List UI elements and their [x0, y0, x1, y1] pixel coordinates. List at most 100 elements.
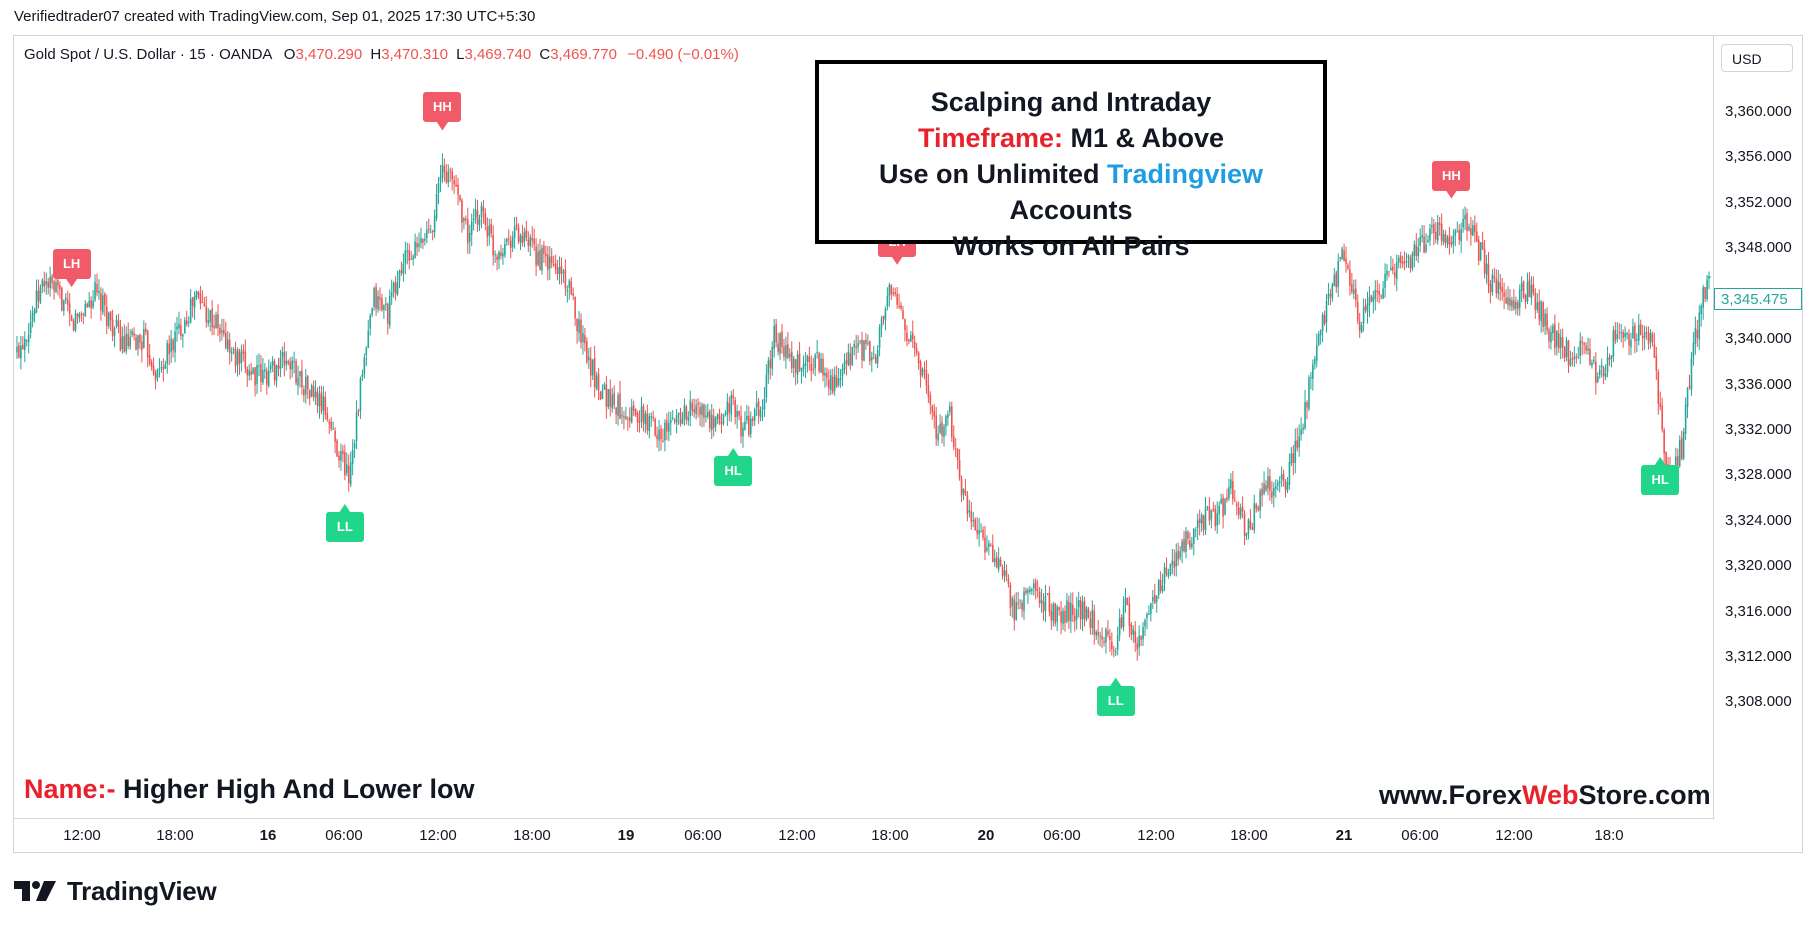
candle [1099, 631, 1101, 647]
candle [517, 223, 520, 245]
candle [27, 323, 30, 354]
candle [1497, 269, 1500, 300]
candle [1641, 324, 1644, 351]
candle [1161, 573, 1164, 594]
candle [414, 233, 416, 259]
candle [853, 340, 856, 356]
candle [1339, 256, 1341, 262]
candle [593, 345, 596, 398]
candle [23, 331, 26, 363]
candle [273, 358, 276, 386]
candle [1011, 596, 1014, 618]
candle [80, 311, 83, 322]
candle [187, 316, 190, 328]
time-tick-label: 18:00 [1230, 827, 1268, 844]
candle [1015, 592, 1018, 621]
time-tick-label: 12:00 [1495, 827, 1533, 844]
tradingview-logo[interactable]: TradingView [14, 874, 217, 908]
candle [1399, 251, 1402, 269]
candle [494, 250, 496, 264]
candle [1077, 591, 1080, 618]
time-tick-label: 12:00 [778, 827, 816, 844]
candle [578, 311, 580, 342]
pivot-marker-pointer [65, 278, 78, 288]
candle [564, 259, 567, 296]
time-tick-label: 18:00 [513, 827, 551, 844]
candle [1001, 564, 1004, 580]
candle [1546, 307, 1548, 335]
candle [466, 207, 469, 254]
candle [1390, 255, 1392, 271]
candle [1657, 369, 1660, 415]
candle [806, 354, 809, 373]
currency-button[interactable]: USD [1721, 44, 1793, 72]
candle [765, 364, 768, 403]
candle [884, 306, 887, 331]
candle [451, 167, 453, 191]
candle [1394, 263, 1396, 286]
candle [324, 391, 327, 420]
candle [525, 220, 528, 241]
candle [1029, 585, 1031, 595]
info-line-pairs: Works on All Pairs [952, 231, 1190, 261]
candle [240, 344, 243, 372]
candle [500, 244, 502, 260]
site-part-a: www.Forex [1379, 780, 1523, 810]
candle [1005, 564, 1008, 582]
candle [447, 164, 450, 188]
candle [172, 338, 174, 358]
candle [96, 273, 98, 297]
candle [1620, 323, 1623, 343]
candle [322, 386, 325, 423]
candle [1460, 222, 1462, 254]
candle [882, 315, 885, 325]
candle [623, 410, 625, 430]
candle [445, 163, 448, 184]
candle [1253, 494, 1256, 534]
candle [894, 287, 897, 297]
candle [51, 273, 53, 289]
candle [1284, 478, 1287, 498]
candle [1138, 625, 1140, 656]
time-axis[interactable] [14, 818, 1713, 853]
price-scale[interactable] [1713, 36, 1803, 819]
candle [1702, 284, 1704, 320]
candle [697, 398, 699, 418]
candle [443, 158, 446, 182]
candle [306, 375, 309, 399]
candle [888, 282, 891, 307]
candle [1280, 466, 1283, 487]
candle [779, 331, 781, 361]
price-tick-label: 3,356.000 [1725, 148, 1792, 166]
candle [1017, 591, 1019, 610]
candle [164, 360, 167, 369]
candle [1216, 501, 1219, 534]
symbol-legend[interactable]: Gold Spot / U.S. Dollar · 15 · OANDA O3,… [24, 46, 739, 63]
candle [262, 357, 264, 385]
chart-creator-caption: Verifiedtrader07 created with TradingVie… [14, 8, 536, 25]
price-tick-label: 3,312.000 [1725, 648, 1792, 666]
candle [1232, 471, 1234, 505]
candle [191, 296, 194, 318]
candle [890, 284, 893, 300]
candle [1136, 637, 1139, 661]
candle [102, 288, 104, 316]
candle [1378, 283, 1381, 304]
candle [1516, 299, 1519, 316]
candle [548, 246, 551, 280]
candle [66, 290, 69, 312]
candle [945, 414, 947, 436]
candle [1224, 497, 1226, 516]
candle [1081, 595, 1084, 632]
candle [769, 350, 772, 380]
candle [398, 269, 401, 289]
candle [373, 286, 375, 311]
candle [673, 418, 676, 425]
time-tick-label: 12:00 [63, 827, 101, 844]
candle [628, 407, 631, 428]
candle [1612, 326, 1615, 363]
time-tick-label: 19 [617, 827, 635, 844]
candle [1319, 329, 1322, 345]
candle [835, 365, 838, 388]
